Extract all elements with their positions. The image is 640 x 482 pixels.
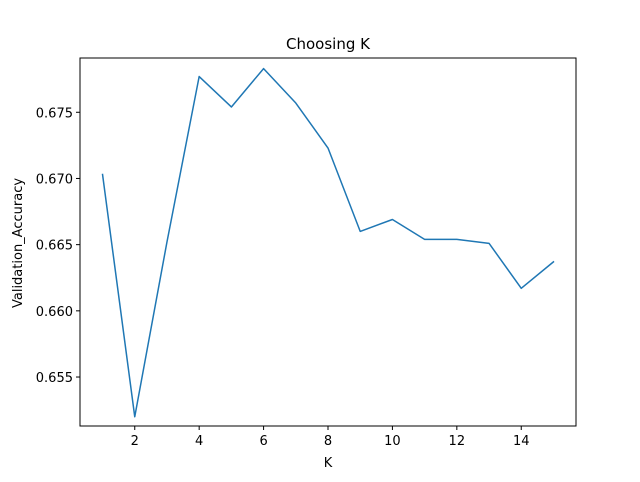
y-tick-label: 0.655 [36,371,73,386]
y-tick-label: 0.670 [36,172,73,187]
y-axis-label: Validation_Accuracy [11,178,26,308]
x-tick-label: 4 [195,434,203,449]
x-tick-label: 12 [449,434,466,449]
y-tick-label: 0.665 [36,239,73,254]
y-tick-label: 0.675 [36,106,73,121]
y-tick-label: 0.660 [36,305,73,320]
x-tick-label: 14 [513,434,530,449]
x-tick-label: 2 [131,434,139,449]
chart-title: Choosing K [286,35,371,53]
x-tick-label: 8 [324,434,332,449]
x-tick-label: 6 [259,434,267,449]
x-tick-label: 10 [384,434,401,449]
x-axis-label: K [324,456,333,471]
